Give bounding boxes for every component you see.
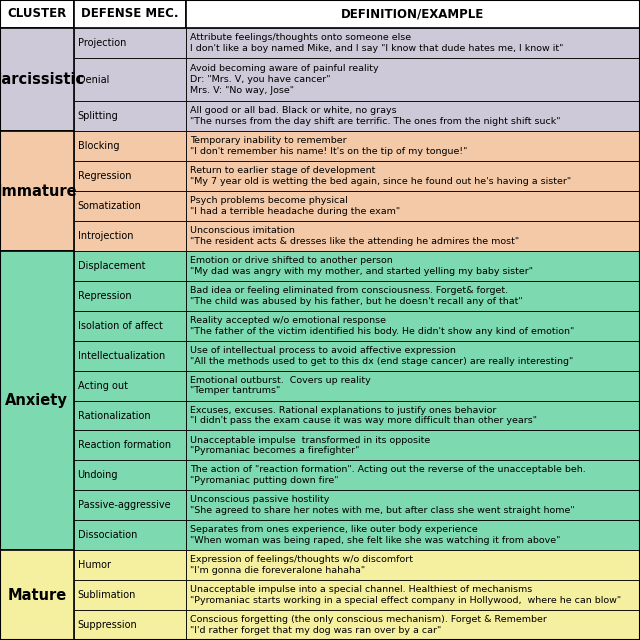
Bar bbox=[0, 28, 74, 131]
Text: Denial: Denial bbox=[77, 75, 109, 84]
Text: CLUSTER: CLUSTER bbox=[7, 8, 67, 20]
Text: DEFINITION/EXAMPLE: DEFINITION/EXAMPLE bbox=[341, 8, 484, 20]
Text: Expression of feelings/thoughts w/o discomfort
"I'm gonna die foreveralone hahah: Expression of feelings/thoughts w/o disc… bbox=[189, 556, 413, 575]
Text: DEFENSE MEC.: DEFENSE MEC. bbox=[81, 8, 179, 20]
Bar bbox=[186, 401, 640, 431]
Bar bbox=[186, 610, 640, 640]
Bar bbox=[186, 0, 640, 28]
Bar bbox=[186, 550, 640, 580]
Bar bbox=[0, 0, 74, 28]
Text: Unacceptable impulse  transformed in its opposite
"Pyromaniac becomes a firefigh: Unacceptable impulse transformed in its … bbox=[189, 436, 430, 455]
Text: Mature: Mature bbox=[7, 588, 67, 603]
Bar bbox=[74, 131, 186, 161]
Bar bbox=[186, 340, 640, 371]
Text: Reaction formation: Reaction formation bbox=[77, 440, 171, 451]
Text: Separates from ones experience, like outer body experience
"When woman was being: Separates from ones experience, like out… bbox=[189, 525, 560, 545]
Text: Unconscious passive hostility
"She agreed to share her notes with me, but after : Unconscious passive hostility "She agree… bbox=[189, 495, 574, 515]
Bar bbox=[74, 191, 186, 221]
Text: Humor: Humor bbox=[77, 560, 111, 570]
Bar bbox=[186, 460, 640, 490]
Text: Acting out: Acting out bbox=[77, 381, 127, 390]
Text: Sublimation: Sublimation bbox=[77, 590, 136, 600]
Text: Emotional outburst.  Covers up reality
"Temper tantrums": Emotional outburst. Covers up reality "T… bbox=[189, 376, 371, 396]
Text: Return to earlier stage of development
"My 7 year old is wetting the bed again, : Return to earlier stage of development "… bbox=[189, 166, 571, 186]
Bar bbox=[186, 311, 640, 340]
Bar bbox=[74, 431, 186, 460]
Text: Repression: Repression bbox=[77, 291, 131, 301]
Text: The action of "reaction formation". Acting out the reverse of the unacceptable b: The action of "reaction formation". Acti… bbox=[189, 465, 586, 485]
Text: Intellectualization: Intellectualization bbox=[77, 351, 165, 361]
Bar bbox=[186, 191, 640, 221]
Bar bbox=[186, 251, 640, 281]
Bar bbox=[74, 101, 186, 131]
Text: Temporary inability to remember
"I don't remember his name! It's on the tip of m: Temporary inability to remember "I don't… bbox=[189, 136, 467, 156]
Bar bbox=[186, 161, 640, 191]
Text: Introjection: Introjection bbox=[77, 231, 133, 241]
Bar bbox=[74, 490, 186, 520]
Text: Passive-aggressive: Passive-aggressive bbox=[77, 500, 170, 510]
Text: Immature: Immature bbox=[0, 184, 77, 198]
Bar bbox=[186, 101, 640, 131]
Bar bbox=[74, 221, 186, 251]
Bar bbox=[74, 460, 186, 490]
Bar bbox=[186, 580, 640, 610]
Bar bbox=[186, 28, 640, 58]
Text: Bad idea or feeling eliminated from consciousness. Forget& forget.
"The child wa: Bad idea or feeling eliminated from cons… bbox=[189, 286, 522, 306]
Text: Conscious forgetting (the only conscious mechanism). Forget & Remember
"I'd rath: Conscious forgetting (the only conscious… bbox=[189, 615, 547, 635]
Bar bbox=[74, 311, 186, 340]
Bar bbox=[186, 490, 640, 520]
Text: Unconscious imitation
"The resident acts & dresses like the attending he admires: Unconscious imitation "The resident acts… bbox=[189, 226, 519, 246]
Text: Use of intellectual process to avoid affective expression
"All the methods used : Use of intellectual process to avoid aff… bbox=[189, 346, 573, 365]
Text: Excuses, excuses. Rational explanations to justify ones behavior
"I didn't pass : Excuses, excuses. Rational explanations … bbox=[189, 406, 536, 426]
Text: Undoing: Undoing bbox=[77, 470, 118, 481]
Bar bbox=[74, 401, 186, 431]
Bar bbox=[74, 58, 186, 101]
Text: All good or all bad. Black or white, no grays
"The nurses from the day shift are: All good or all bad. Black or white, no … bbox=[189, 106, 560, 126]
Bar bbox=[74, 580, 186, 610]
Bar bbox=[0, 131, 74, 251]
Bar bbox=[0, 251, 74, 550]
Text: Regression: Regression bbox=[77, 171, 131, 181]
Bar bbox=[74, 281, 186, 311]
Text: Suppression: Suppression bbox=[77, 620, 138, 630]
Bar bbox=[186, 431, 640, 460]
Bar bbox=[74, 520, 186, 550]
Bar bbox=[74, 251, 186, 281]
Text: Attribute feelings/thoughts onto someone else
I don't like a boy named Mike, and: Attribute feelings/thoughts onto someone… bbox=[189, 33, 563, 53]
Bar bbox=[74, 340, 186, 371]
Text: Avoid becoming aware of painful reality
Dr: "Mrs. V, you have cancer"
Mrs. V: "N: Avoid becoming aware of painful reality … bbox=[189, 65, 378, 95]
Bar bbox=[186, 221, 640, 251]
Text: Reality accepted w/o emotional response
"The father of the victim identified his: Reality accepted w/o emotional response … bbox=[189, 316, 574, 335]
Text: Projection: Projection bbox=[77, 38, 126, 48]
Text: Displacement: Displacement bbox=[77, 261, 145, 271]
Text: Narcissistic: Narcissistic bbox=[0, 72, 84, 87]
Bar bbox=[74, 550, 186, 580]
Text: Blocking: Blocking bbox=[77, 141, 119, 151]
Text: Somatization: Somatization bbox=[77, 201, 141, 211]
Text: Isolation of affect: Isolation of affect bbox=[77, 321, 163, 331]
Bar bbox=[186, 281, 640, 311]
Bar bbox=[186, 371, 640, 401]
Bar bbox=[186, 131, 640, 161]
Bar bbox=[74, 161, 186, 191]
Text: Psych problems become physical
"I had a terrible headache during the exam": Psych problems become physical "I had a … bbox=[189, 196, 400, 216]
Text: Dissociation: Dissociation bbox=[77, 530, 137, 540]
Bar bbox=[186, 520, 640, 550]
Text: Unacceptable impulse into a special channel. Healthiest of mechanisms
"Pyromania: Unacceptable impulse into a special chan… bbox=[189, 585, 621, 605]
Bar bbox=[74, 28, 186, 58]
Bar bbox=[74, 0, 186, 28]
Text: Rationalization: Rationalization bbox=[77, 410, 150, 420]
Text: Emotion or drive shifted to another person
"My dad was angry with my mother, and: Emotion or drive shifted to another pers… bbox=[189, 256, 532, 276]
Text: Splitting: Splitting bbox=[77, 111, 118, 121]
Text: Anxiety: Anxiety bbox=[5, 393, 68, 408]
Bar bbox=[186, 58, 640, 101]
Bar bbox=[74, 371, 186, 401]
Bar bbox=[0, 550, 74, 640]
Bar bbox=[74, 610, 186, 640]
